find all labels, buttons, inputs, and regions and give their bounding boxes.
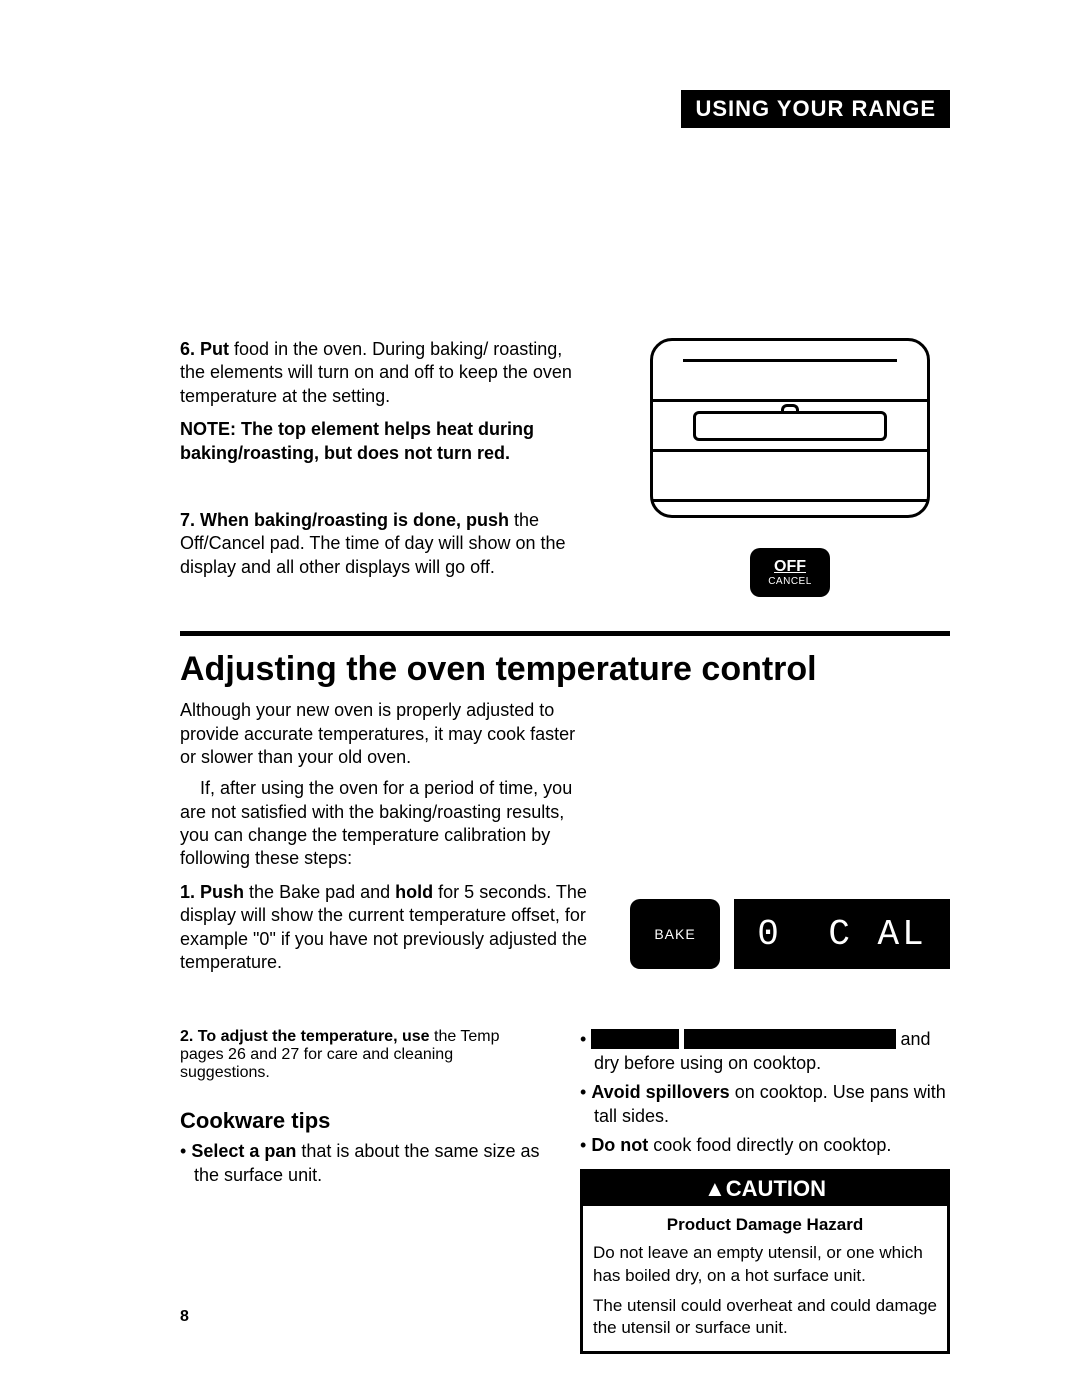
step-bold: Push: [200, 882, 244, 902]
step-text: food in the oven. During baking/ roastin…: [180, 339, 572, 406]
caution-p1: Do not leave an empty utensil, or one wh…: [593, 1242, 937, 1286]
step-6: 6. Put food in the oven. During baking/ …: [180, 338, 590, 465]
step-num: 1.: [180, 882, 195, 902]
bullet-bold: Select a pan: [191, 1141, 296, 1161]
step-num: 6.: [180, 339, 195, 359]
off-cancel-button: OFF CANCEL: [750, 548, 830, 597]
adjust-p1: Although your new oven is properly adjus…: [180, 699, 590, 769]
step-bold: 2. To adjust the temperature, use: [180, 1028, 430, 1045]
cookware-title: Cookware tips: [180, 1108, 540, 1134]
off-label: OFF: [750, 558, 830, 576]
adjust-step-2: 2. To adjust the temperature, use the Te…: [180, 1028, 540, 1082]
bullet-bold: Do not: [591, 1135, 648, 1155]
display-cal: C AL: [828, 914, 926, 955]
step-note: NOTE: The top element helps heat during …: [180, 418, 590, 465]
display-offset: 0: [757, 914, 782, 955]
bake-display: 0 C AL: [734, 899, 950, 969]
caution-p2: The utensil could overheat and could dam…: [593, 1295, 937, 1339]
bake-button: BAKE: [630, 899, 720, 969]
step-7: 7. When baking/roasting is done, push th…: [180, 509, 590, 579]
bullet-text: cook food directly on cooktop.: [648, 1135, 891, 1155]
step-num: 7.: [180, 510, 195, 530]
step-bold: Put: [200, 339, 229, 359]
bake-display-row: BAKE 0 C AL: [630, 899, 950, 969]
page-number: 8: [180, 1308, 189, 1326]
adjust-title: Adjusting the oven temperature control: [180, 650, 950, 689]
garbled-text: bottoms of pans are clean: [684, 1029, 895, 1049]
step-bold: hold: [395, 882, 433, 902]
divider: [180, 631, 950, 636]
step-bold: When baking/roasting is done, push: [200, 510, 509, 530]
caution-hazard: Product Damage Hazard: [593, 1214, 937, 1236]
cookware-bullet: • Select a pan that is about the same si…: [180, 1140, 540, 1187]
tip-bullet: • Do not cook food directly on cooktop.: [580, 1134, 950, 1157]
tip-bullet: • Avoid spillovers on cooktop. Use pans …: [580, 1081, 950, 1128]
section-header: USING YOUR RANGE: [681, 90, 950, 128]
adjust-p2: If, after using the oven for a period of…: [180, 777, 590, 871]
bullet-bold: Avoid spillovers: [591, 1082, 729, 1102]
cancel-label: CANCEL: [750, 576, 830, 587]
garbled-text: Make sure: [591, 1029, 679, 1049]
tip-bullet: • Make sure bottoms of pans are clean an…: [580, 1028, 950, 1075]
caution-box: ▲CAUTION Product Damage Hazard Do not le…: [580, 1169, 950, 1353]
adjust-step-1: 1. Push the Bake pad and hold for 5 seco…: [180, 881, 590, 975]
step-text: the Bake pad and: [244, 882, 395, 902]
oven-diagram: [650, 338, 930, 518]
caution-header: ▲CAUTION: [583, 1172, 947, 1206]
